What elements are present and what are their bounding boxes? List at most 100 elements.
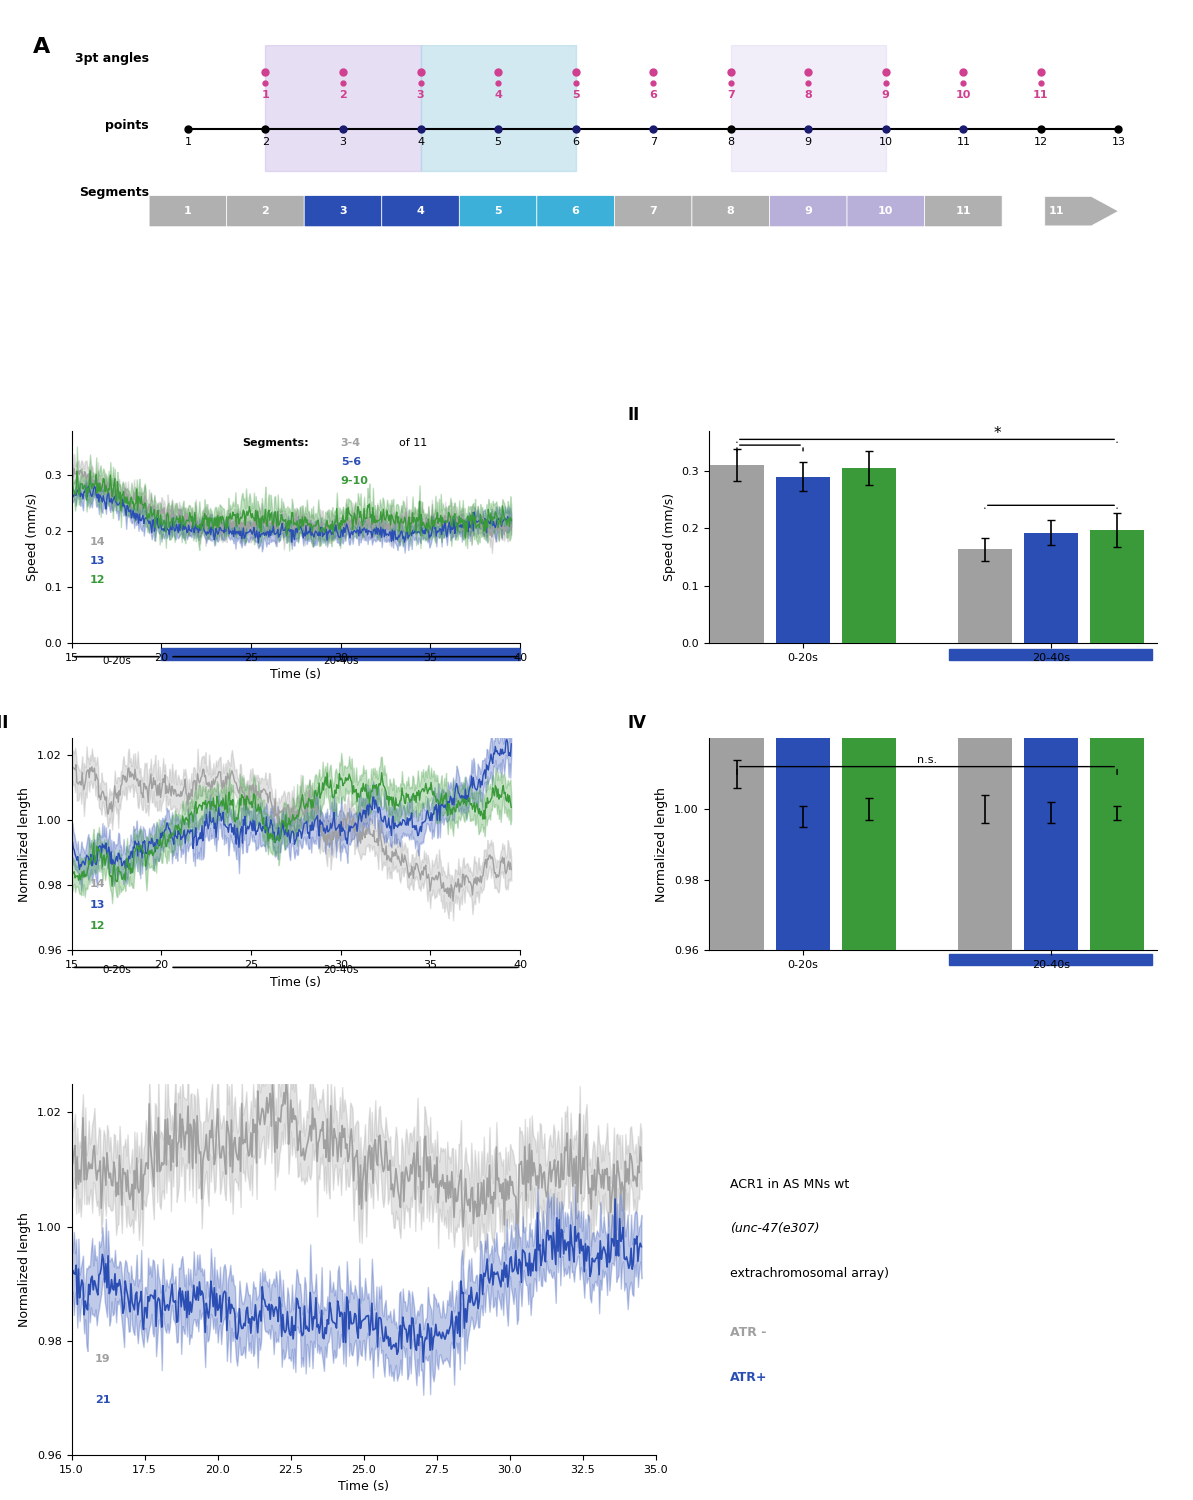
Text: 9: 9 [882,90,890,101]
Text: 9-10: 9-10 [341,476,369,486]
FancyBboxPatch shape [692,195,769,226]
Text: 1: 1 [184,206,192,216]
Y-axis label: Normalized length: Normalized length [655,788,668,901]
Text: 5-6: 5-6 [341,456,360,466]
Text: 20-40s: 20-40s [323,966,358,975]
Text: 10: 10 [879,136,892,147]
FancyBboxPatch shape [537,195,614,226]
Text: 8: 8 [728,136,734,147]
Text: 8: 8 [727,206,735,216]
Text: (unc-47(e307): (unc-47(e307) [730,1222,820,1236]
X-axis label: Time (s): Time (s) [271,975,321,988]
Bar [265,45,421,171]
Text: 11: 11 [1033,90,1049,101]
Bar [775,477,830,644]
Text: 1: 1 [185,136,191,147]
Text: 2: 2 [261,206,270,216]
FancyBboxPatch shape [149,195,227,226]
Text: ATR -: ATR - [730,1326,767,1340]
Y-axis label: Speed (mm/s): Speed (mm/s) [662,494,675,580]
Bar [950,954,1152,964]
FancyBboxPatch shape [304,195,382,226]
Text: III: III [0,714,10,732]
Text: 13: 13 [89,900,105,910]
Text: 10: 10 [878,206,894,216]
Text: 6: 6 [649,90,657,101]
Y-axis label: Speed (mm/s): Speed (mm/s) [25,494,38,580]
Text: 3pt angles: 3pt angles [75,53,149,64]
Text: 9: 9 [804,206,812,216]
Text: 3: 3 [416,90,425,101]
FancyBboxPatch shape [769,195,847,226]
FancyArrow shape [1045,196,1119,226]
Bar [1090,0,1144,951]
Text: 1: 1 [261,90,270,101]
Text: 12: 12 [1034,136,1047,147]
Bar [842,468,896,644]
Text: of 11: of 11 [400,438,427,447]
Text: 2: 2 [339,90,347,101]
Text: 21: 21 [95,1395,111,1406]
Bar [1024,0,1078,951]
Text: extrachromosomal array): extrachromosomal array) [730,1268,889,1280]
Text: 11: 11 [1049,206,1064,216]
Text: 20-40s: 20-40s [323,656,358,666]
Text: 0-20s: 0-20s [103,656,131,666]
FancyBboxPatch shape [227,195,304,226]
Y-axis label: Normalized length: Normalized length [18,788,31,901]
Text: n.s.: n.s. [917,754,937,765]
Text: Segments:: Segments: [242,438,309,447]
Text: 14: 14 [89,879,105,890]
Text: 13: 13 [89,556,105,567]
Text: 7: 7 [650,136,656,147]
Bar [775,0,830,951]
Text: 4: 4 [416,206,425,216]
Bar [842,0,896,951]
Text: 3-4: 3-4 [341,438,360,447]
Text: 19: 19 [95,1354,111,1364]
Text: 12: 12 [89,921,105,932]
Text: points: points [105,118,149,132]
Text: 11: 11 [956,206,971,216]
Text: 10: 10 [956,90,971,101]
Bar [730,45,886,171]
Bar [1024,532,1078,644]
Bar [950,648,1152,660]
Text: 12: 12 [89,576,105,585]
Text: 11: 11 [957,136,970,147]
Bar [710,0,764,951]
Text: 0-20s: 0-20s [103,966,131,975]
Bar [710,465,764,644]
X-axis label: Time (s): Time (s) [339,1480,389,1494]
Text: IV: IV [628,714,647,732]
Text: 2: 2 [262,136,268,147]
Text: II: II [628,406,641,424]
Text: *: * [994,426,1002,441]
Text: 5: 5 [495,136,501,147]
Text: 7: 7 [649,206,657,216]
Text: 3: 3 [339,206,347,216]
Text: 5: 5 [571,90,580,101]
Text: 4: 4 [494,90,502,101]
FancyBboxPatch shape [614,195,692,226]
Text: 9: 9 [805,136,811,147]
Text: A: A [32,38,50,57]
Text: 7: 7 [727,90,735,101]
Y-axis label: Normalized length: Normalized length [18,1212,31,1328]
Bar [1090,530,1144,644]
Text: 6: 6 [573,136,579,147]
Text: Segments: Segments [79,186,149,200]
Bar [958,549,1012,644]
Bar [161,648,520,660]
Text: 13: 13 [1112,136,1125,147]
FancyBboxPatch shape [925,195,1002,226]
Text: ACR1 in AS MNs wt: ACR1 in AS MNs wt [730,1178,849,1191]
Text: ATR+: ATR+ [730,1371,767,1384]
Bar [420,45,575,171]
FancyBboxPatch shape [459,195,537,226]
Text: 3: 3 [340,136,346,147]
Text: 5: 5 [494,206,502,216]
FancyBboxPatch shape [382,195,459,226]
Text: 6: 6 [571,206,580,216]
Text: 14: 14 [89,537,105,548]
